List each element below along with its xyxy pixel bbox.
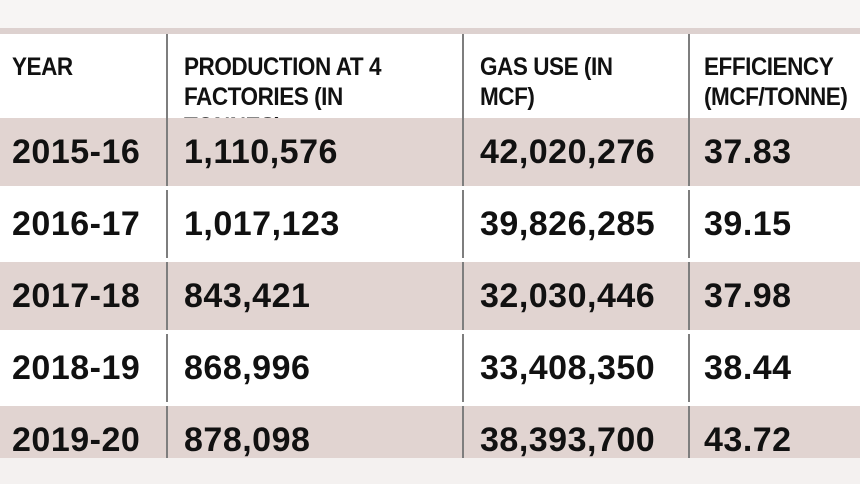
cell-year: 2015-16 bbox=[0, 118, 168, 186]
production-value: 843,421 bbox=[184, 277, 311, 315]
header-cell-production: PRODUCTION AT 4 FACTORIES (IN TONNES) bbox=[168, 34, 464, 141]
table-row: 2018-19 868,996 33,408,350 38.44 bbox=[0, 334, 860, 402]
cell-efficiency: 37.98 bbox=[690, 262, 860, 330]
efficiency-value: 43.72 bbox=[704, 421, 792, 459]
cell-year: 2018-19 bbox=[0, 334, 168, 402]
year-value: 2017-18 bbox=[12, 277, 141, 315]
bottom-margin bbox=[0, 458, 860, 484]
cell-production: 843,421 bbox=[168, 262, 464, 330]
cell-gas-use: 33,408,350 bbox=[464, 334, 690, 402]
cell-year: 2017-18 bbox=[0, 262, 168, 330]
table-header-row: YEAR PRODUCTION AT 4 FACTORIES (IN TONNE… bbox=[0, 34, 860, 141]
efficiency-value: 38.44 bbox=[704, 349, 792, 387]
year-value: 2019-20 bbox=[12, 421, 141, 459]
year-value: 2018-19 bbox=[12, 349, 141, 387]
row-gap bbox=[0, 402, 860, 406]
gas-use-value: 33,408,350 bbox=[480, 349, 656, 387]
table-row: 2017-18 843,421 32,030,446 37.98 bbox=[0, 262, 860, 330]
cell-efficiency: 39.15 bbox=[690, 190, 860, 258]
cell-gas-use: 32,030,446 bbox=[464, 262, 690, 330]
cell-efficiency: 37.83 bbox=[690, 118, 860, 186]
header-cell-year: YEAR bbox=[0, 34, 168, 118]
year-value: 2016-17 bbox=[12, 205, 141, 243]
header-gas-use: GAS USE (IN MCF) bbox=[480, 53, 613, 111]
top-rule bbox=[0, 28, 860, 34]
cell-gas-use: 39,826,285 bbox=[464, 190, 690, 258]
header-cell-gas-use: GAS USE (IN MCF) bbox=[464, 34, 690, 118]
header-year: YEAR bbox=[12, 53, 73, 81]
row-gap bbox=[0, 186, 860, 190]
production-value: 1,110,576 bbox=[184, 133, 338, 171]
cell-gas-use: 42,020,276 bbox=[464, 118, 690, 186]
row-gap bbox=[0, 330, 860, 334]
cell-production: 868,996 bbox=[168, 334, 464, 402]
table-row: 2016-17 1,017,123 39,826,285 39.15 bbox=[0, 190, 860, 258]
cell-efficiency: 38.44 bbox=[690, 334, 860, 402]
cell-production: 878,098 bbox=[168, 406, 464, 474]
top-margin bbox=[0, 0, 860, 28]
header-efficiency: EFFICIENCY (MCF/TONNE) bbox=[704, 53, 848, 111]
production-value: 878,098 bbox=[184, 421, 311, 459]
efficiency-value: 37.98 bbox=[704, 277, 792, 315]
cell-year: 2016-17 bbox=[0, 190, 168, 258]
cell-year: 2019-20 bbox=[0, 406, 168, 474]
cell-efficiency: 43.72 bbox=[690, 406, 860, 474]
gas-use-value: 39,826,285 bbox=[480, 205, 656, 243]
cell-production: 1,110,576 bbox=[168, 118, 464, 186]
gas-use-value: 38,393,700 bbox=[480, 421, 656, 459]
gas-use-value: 32,030,446 bbox=[480, 277, 656, 315]
header-cell-efficiency: EFFICIENCY (MCF/TONNE) bbox=[690, 34, 860, 118]
row-gap bbox=[0, 258, 860, 262]
cell-production: 1,017,123 bbox=[168, 190, 464, 258]
table-row: 2015-16 1,110,576 42,020,276 37.83 bbox=[0, 118, 860, 186]
production-value: 1,017,123 bbox=[184, 205, 340, 243]
efficiency-value: 39.15 bbox=[704, 205, 792, 243]
production-value: 868,996 bbox=[184, 349, 311, 387]
efficiency-value: 37.83 bbox=[704, 133, 792, 171]
cell-gas-use: 38,393,700 bbox=[464, 406, 690, 474]
data-table: YEAR PRODUCTION AT 4 FACTORIES (IN TONNE… bbox=[0, 34, 860, 474]
gas-use-value: 42,020,276 bbox=[480, 133, 656, 171]
year-value: 2015-16 bbox=[12, 133, 141, 171]
